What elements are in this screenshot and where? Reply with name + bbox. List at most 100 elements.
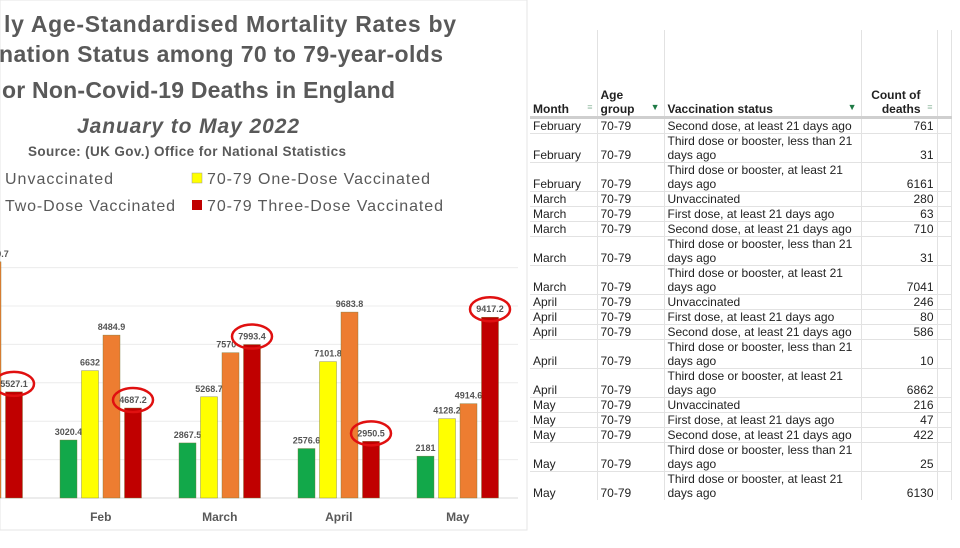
age-group-cell[interactable]: 70-79 [597,324,665,340]
month-cell[interactable]: April [530,368,598,398]
age-group-cell[interactable]: 70-79 [597,294,665,310]
vaccination-status-cell[interactable]: First dose, at least 21 days ago [664,309,862,325]
count-cell[interactable]: 280 [861,191,938,207]
empty-cell[interactable] [937,236,952,266]
empty-cell[interactable] [937,191,952,207]
legend-label-three-dose: 70-79 Three-Dose Vaccinated [207,198,443,215]
age-group-cell[interactable]: 70-79 [597,339,665,369]
filter-icon[interactable]: ▼ [847,102,857,112]
empty-cell[interactable] [937,265,952,295]
count-cell[interactable]: 422 [861,427,938,443]
filter-icon[interactable]: ≡ [927,102,933,112]
vaccination-status-cell[interactable]: Second dose, at least 21 days ago [664,221,862,237]
empty-cell[interactable] [937,133,952,163]
empty-cell[interactable] [937,117,952,134]
month-cell[interactable]: February [530,133,598,163]
column-header[interactable]: Count of deaths ≡ [861,30,938,119]
legend-label-two-dose: Two-Dose Vaccinated [5,198,175,215]
month-cell[interactable]: April [530,339,598,369]
vaccination-status-cell[interactable]: Unvaccinated [664,191,862,207]
empty-cell[interactable] [937,427,952,443]
month-cell[interactable]: March [530,191,598,207]
count-cell[interactable]: 6130 [861,471,938,500]
count-cell[interactable]: 31 [861,236,938,266]
age-group-cell[interactable]: 70-79 [597,221,665,237]
month-cell[interactable]: March [530,236,598,266]
age-group-cell[interactable]: 70-79 [597,309,665,325]
age-group-cell[interactable]: 70-79 [597,442,665,472]
empty-cell[interactable] [937,324,952,340]
vaccination-status-cell[interactable]: Third dose or booster, at least 21 days … [664,162,862,192]
column-header[interactable]: Vaccination status ▼ [664,30,862,119]
month-cell[interactable]: May [530,412,598,428]
month-cell[interactable]: March [530,265,598,295]
age-group-cell[interactable]: 70-79 [597,265,665,295]
column-header[interactable]: Month ≡ [530,30,598,119]
empty-cell[interactable] [937,206,952,222]
count-cell[interactable]: 6862 [861,368,938,398]
month-cell[interactable]: May [530,427,598,443]
empty-cell[interactable] [937,368,952,398]
age-group-cell[interactable]: 70-79 [597,397,665,413]
count-cell[interactable]: 6161 [861,162,938,192]
count-cell[interactable]: 47 [861,412,938,428]
count-cell[interactable]: 31 [861,133,938,163]
month-cell[interactable]: May [530,442,598,472]
count-cell[interactable]: 761 [861,117,938,134]
empty-cell[interactable] [937,397,952,413]
age-group-cell[interactable]: 70-79 [597,133,665,163]
age-group-cell[interactable]: 70-79 [597,236,665,266]
vaccination-status-cell[interactable]: Third dose or booster, at least 21 days … [664,368,862,398]
age-group-cell[interactable]: 70-79 [597,471,665,500]
vaccination-status-cell[interactable]: Third dose or booster, less than 21 days… [664,339,862,369]
count-cell[interactable]: 7041 [861,265,938,295]
vaccination-status-cell[interactable]: Second dose, at least 21 days ago [664,427,862,443]
empty-cell[interactable] [937,339,952,369]
vaccination-status-cell[interactable]: Third dose or booster, less than 21 days… [664,236,862,266]
vaccination-status-cell[interactable]: Second dose, at least 21 days ago [664,117,862,134]
month-cell[interactable]: April [530,294,598,310]
vaccination-status-cell[interactable]: Third dose or booster, at least 21 days … [664,471,862,500]
empty-cell[interactable] [937,309,952,325]
count-cell[interactable]: 710 [861,221,938,237]
vaccination-status-cell[interactable]: Second dose, at least 21 days ago [664,324,862,340]
age-group-cell[interactable]: 70-79 [597,206,665,222]
vaccination-status-cell[interactable]: Unvaccinated [664,397,862,413]
age-group-cell[interactable]: 70-79 [597,162,665,192]
column-header[interactable]: Age group ▼ [597,30,665,119]
count-cell[interactable]: 25 [861,442,938,472]
count-cell[interactable]: 63 [861,206,938,222]
month-cell[interactable]: March [530,221,598,237]
age-group-cell[interactable]: 70-79 [597,191,665,207]
count-cell[interactable]: 246 [861,294,938,310]
vaccination-status-cell[interactable]: Third dose or booster, at least 21 days … [664,265,862,295]
vaccination-status-cell[interactable]: First dose, at least 21 days ago [664,206,862,222]
count-cell[interactable]: 10 [861,339,938,369]
month-cell[interactable]: May [530,397,598,413]
empty-cell[interactable] [937,412,952,428]
month-cell[interactable]: May [530,471,598,500]
filter-icon[interactable]: ▼ [650,102,660,112]
vaccination-status-cell[interactable]: Unvaccinated [664,294,862,310]
filter-icon[interactable]: ≡ [587,102,593,112]
month-cell[interactable]: April [530,324,598,340]
month-cell[interactable]: March [530,206,598,222]
age-group-cell[interactable]: 70-79 [597,368,665,398]
count-cell[interactable]: 216 [861,397,938,413]
month-cell[interactable]: February [530,162,598,192]
vaccination-status-cell[interactable]: Third dose or booster, less than 21 days… [664,133,862,163]
vaccination-status-cell[interactable]: First dose, at least 21 days ago [664,412,862,428]
age-group-cell[interactable]: 70-79 [597,427,665,443]
count-cell[interactable]: 586 [861,324,938,340]
empty-cell[interactable] [937,221,952,237]
empty-cell[interactable] [937,294,952,310]
empty-cell[interactable] [937,442,952,472]
empty-cell[interactable] [937,471,952,500]
age-group-cell[interactable]: 70-79 [597,412,665,428]
month-cell[interactable]: February [530,117,598,134]
month-cell[interactable]: April [530,309,598,325]
empty-cell[interactable] [937,162,952,192]
vaccination-status-cell[interactable]: Third dose or booster, less than 21 days… [664,442,862,472]
age-group-cell[interactable]: 70-79 [597,117,665,134]
count-cell[interactable]: 80 [861,309,938,325]
